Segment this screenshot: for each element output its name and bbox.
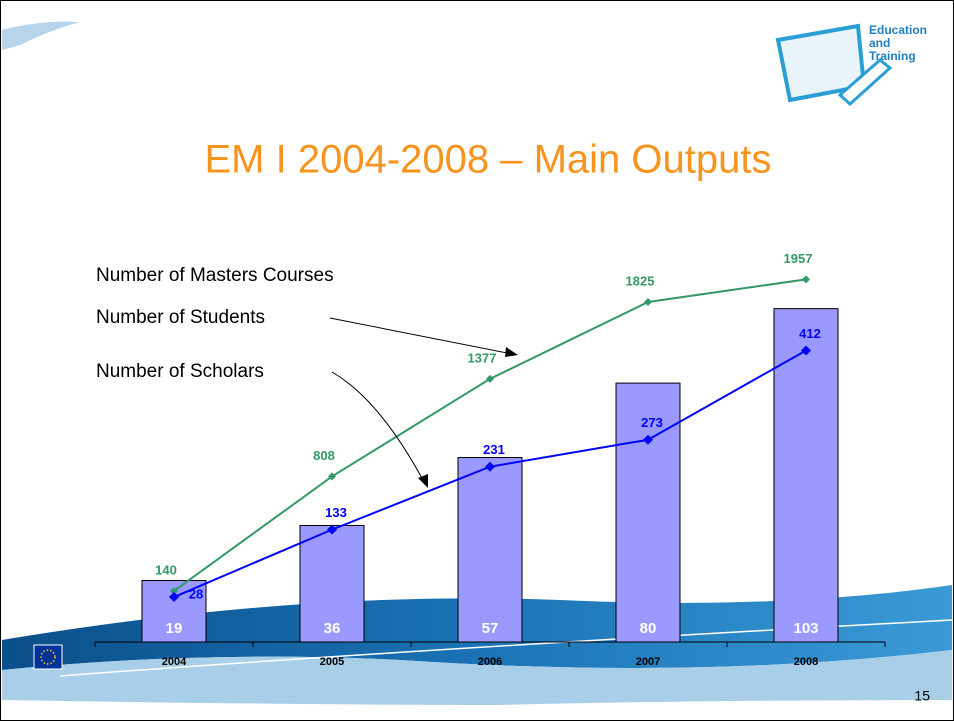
series-label: Number of Scholars	[96, 361, 264, 382]
point-label: 412	[799, 326, 821, 341]
point-label: 28	[189, 586, 203, 601]
x-tick-label: 2005	[320, 656, 344, 668]
logo-text: and	[869, 36, 890, 50]
eu-flag	[34, 645, 62, 669]
point-label: 140	[155, 562, 177, 577]
point-label: 1825	[626, 273, 655, 288]
point-label: 808	[313, 448, 335, 463]
page-number: 15	[914, 688, 930, 704]
point-label: 1957	[784, 251, 813, 266]
logo-text: Training	[869, 49, 916, 63]
point-label: 231	[483, 442, 505, 457]
slide: Education and Training EM I 2004-2008 – …	[0, 0, 954, 721]
logo-text: Education	[869, 23, 927, 37]
bar-label: 80	[640, 620, 657, 637]
x-tick-label: 2004	[162, 656, 187, 668]
series-label: Number of Students	[96, 307, 265, 328]
bar-label: 57	[482, 620, 499, 637]
slide-title: EM I 2004-2008 – Main Outputs	[205, 138, 772, 182]
x-tick-label: 2006	[478, 656, 502, 668]
bar-label: 103	[793, 620, 818, 637]
bar	[774, 309, 838, 642]
point-label: 1377	[468, 350, 497, 365]
point-label: 133	[325, 505, 347, 520]
x-tick-label: 2007	[636, 656, 660, 668]
x-tick-label: 2008	[794, 656, 818, 668]
bar-label: 19	[166, 620, 183, 637]
series-label: Number of Masters Courses	[96, 265, 334, 286]
bar	[458, 458, 522, 642]
point-label: 273	[641, 415, 663, 430]
bar-label: 36	[324, 620, 341, 637]
